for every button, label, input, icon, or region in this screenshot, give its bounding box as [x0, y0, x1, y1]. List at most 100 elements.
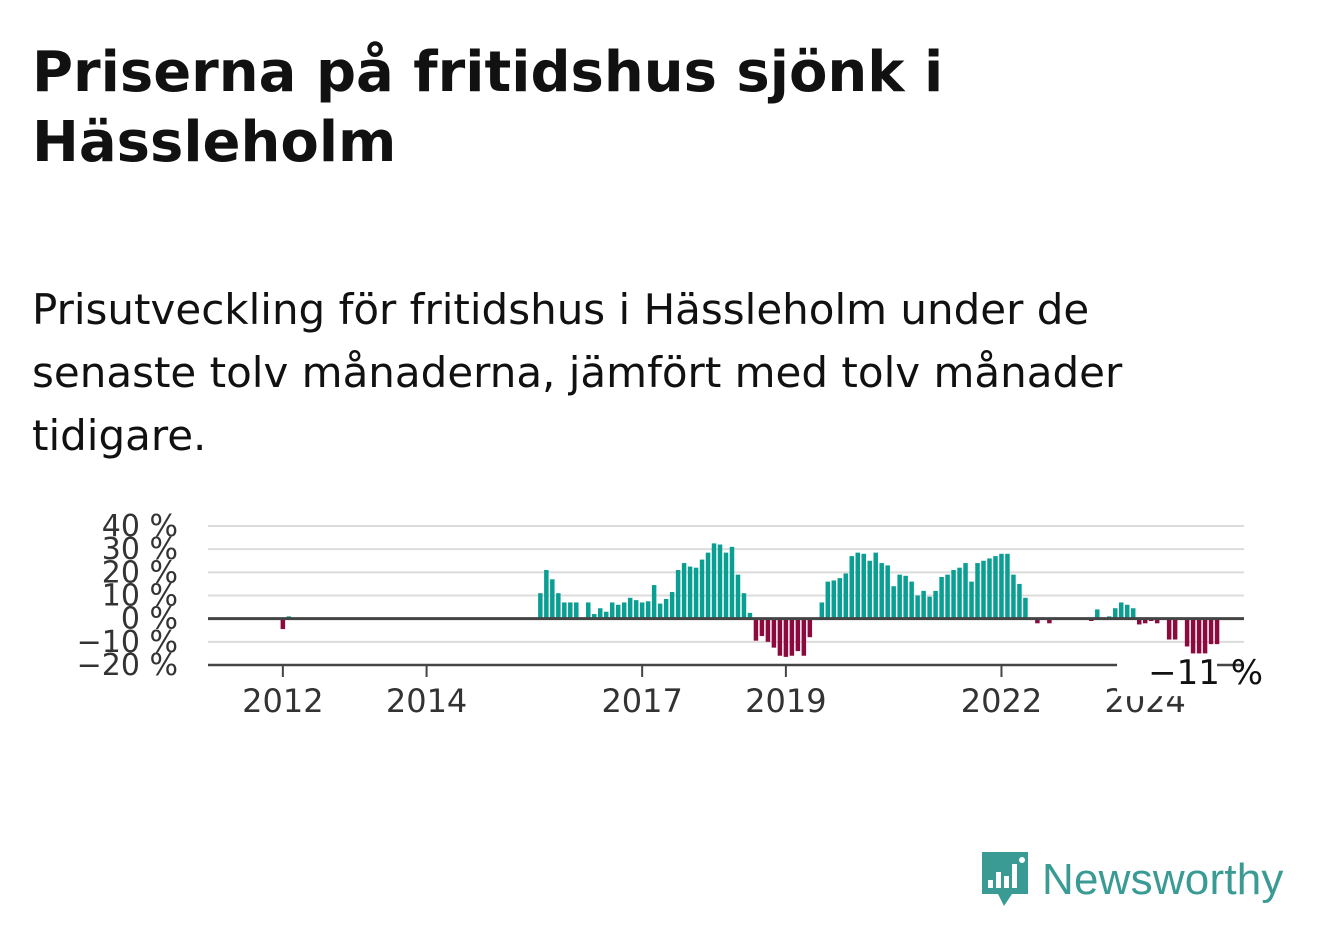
bar — [1214, 618, 1220, 645]
bar — [819, 602, 825, 619]
y-tick-label: 0 % — [121, 602, 178, 637]
bar — [1190, 618, 1196, 654]
bar — [693, 567, 699, 619]
bar — [753, 618, 759, 641]
bar — [615, 604, 621, 619]
newsworthy-logo: Newsworthy — [980, 850, 1284, 910]
bar — [1035, 618, 1040, 624]
bar — [951, 570, 956, 619]
bar — [568, 602, 573, 619]
bar — [873, 552, 878, 619]
bar — [556, 593, 561, 619]
bar — [879, 563, 884, 619]
bar — [633, 600, 639, 619]
y-tick-label: 10 % — [102, 579, 178, 614]
bar — [855, 552, 860, 619]
bar — [1124, 604, 1130, 619]
bar — [651, 585, 657, 619]
bar — [663, 598, 669, 619]
bar — [747, 612, 753, 619]
x-tick-label: 2022 — [961, 682, 1042, 720]
bar — [699, 559, 705, 619]
annotation-background — [1117, 658, 1218, 697]
y-axis-tick-labels: 40 %30 %20 %10 %0 %−10 %−20 % — [77, 509, 178, 683]
x-tick-label: 2017 — [601, 682, 682, 720]
bar — [1095, 609, 1100, 619]
y-tick-label: −10 % — [77, 625, 178, 660]
bar — [1196, 618, 1202, 654]
bar — [867, 560, 872, 619]
bar — [897, 574, 902, 619]
bar — [1130, 608, 1136, 619]
bar — [903, 575, 908, 619]
bar — [1166, 618, 1172, 640]
bar — [1184, 618, 1190, 647]
bar — [765, 618, 771, 642]
bar — [1202, 618, 1208, 654]
bar — [586, 602, 591, 619]
bar — [645, 601, 651, 619]
bar — [891, 586, 896, 619]
bar — [627, 597, 633, 619]
bar — [280, 618, 286, 630]
bar — [687, 566, 693, 619]
bar — [783, 618, 789, 657]
bar — [963, 563, 968, 619]
bar — [598, 608, 603, 619]
bar — [1136, 618, 1142, 625]
bar — [759, 618, 765, 637]
bar — [705, 552, 711, 619]
bar — [1208, 618, 1214, 645]
bar — [1017, 583, 1022, 619]
bar — [975, 563, 980, 619]
bar — [915, 595, 920, 619]
bar — [927, 596, 932, 619]
bar — [657, 603, 663, 619]
bar — [1142, 618, 1148, 624]
bar — [723, 552, 729, 619]
bar — [735, 574, 741, 619]
bar — [981, 560, 986, 619]
bar — [885, 565, 890, 619]
bar — [1047, 618, 1052, 624]
bar — [831, 580, 837, 619]
bar — [1154, 618, 1160, 624]
bar — [681, 563, 687, 619]
bar — [789, 618, 795, 656]
bar — [1011, 574, 1016, 619]
bar — [562, 602, 567, 619]
bar — [538, 593, 543, 619]
y-tick-label: 20 % — [102, 555, 178, 590]
bar — [1113, 608, 1118, 619]
bars — [208, 543, 1244, 657]
bar — [993, 556, 998, 619]
bar — [544, 570, 549, 619]
bar — [1005, 553, 1010, 619]
x-tick-label: 2019 — [745, 682, 826, 720]
bar — [909, 581, 914, 619]
bar — [849, 556, 854, 619]
chart-subtitle: Prisutveckling för fritidshus i Hässleho… — [32, 285, 1123, 460]
bar — [1118, 602, 1124, 619]
bar — [861, 553, 866, 619]
bar — [621, 602, 627, 619]
bar — [711, 543, 717, 619]
bar — [933, 590, 938, 619]
bar — [969, 581, 974, 619]
chart-title: Priserna på fritidshus sjönk i Hässlehol… — [32, 40, 944, 175]
y-tick-label: 40 % — [102, 509, 178, 544]
last-value-label: −11 % — [1148, 653, 1263, 693]
bar — [957, 567, 962, 619]
bar — [741, 593, 747, 619]
bar — [801, 618, 807, 656]
newsworthy-bar-chart-icon — [982, 852, 1028, 906]
bar — [717, 544, 723, 619]
y-tick-label: 30 % — [102, 532, 178, 567]
x-tick-label: 2012 — [242, 682, 323, 720]
bar — [843, 573, 849, 619]
bar — [675, 570, 681, 619]
bar-chart: 40 %30 %20 %10 %0 %−10 %−20 % 2012 2014 20… — [77, 509, 1263, 720]
bar — [921, 590, 926, 619]
last-value-annotation: −11 % — [1117, 653, 1263, 697]
bar — [603, 611, 609, 619]
